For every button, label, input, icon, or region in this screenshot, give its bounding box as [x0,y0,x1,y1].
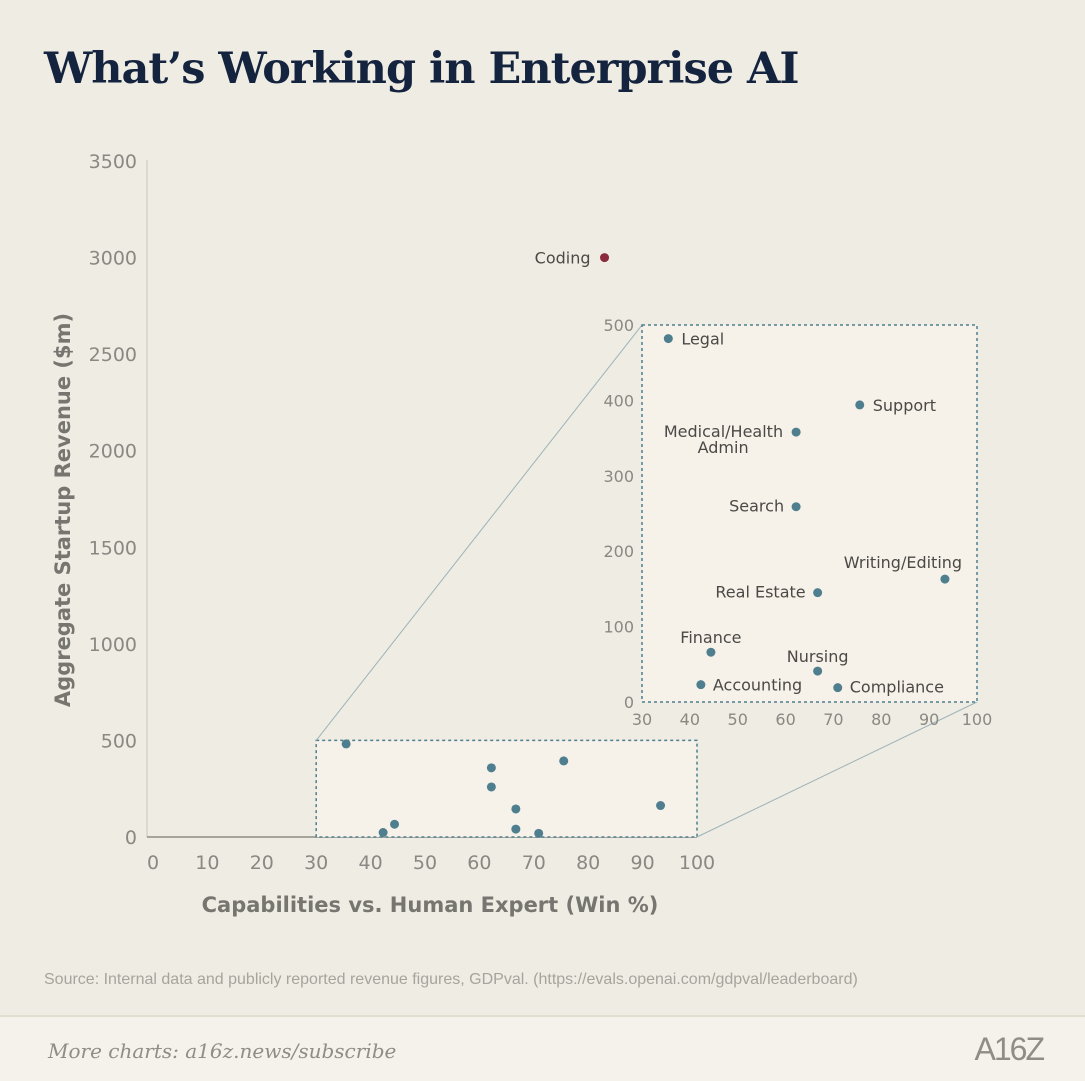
y-axis-label: Aggregate Startup Revenue ($m) [51,313,75,707]
point-label: Support [873,396,936,415]
data-point [534,828,544,838]
data-point [486,763,496,773]
connector-line [315,324,643,741]
data-point [511,824,521,834]
more-charts-link[interactable]: More charts: a16z.news/subscribe [48,1039,397,1063]
x-tick-label: 0 [147,852,159,874]
point-label: Medical/Health [664,422,783,441]
inset-y-tick-label: 300 [603,467,634,486]
x-tick-label: 60 [467,852,491,874]
inset-panel [641,324,978,703]
point-label: Nursing [787,647,849,666]
data-point [378,828,388,838]
data-point [656,801,666,811]
inset-x-tick-label: 50 [728,710,748,729]
inset-data-point [791,502,801,512]
y-tick-label: 3500 [89,151,137,173]
x-tick-label: 20 [250,852,274,874]
x-tick-label: 10 [195,852,219,874]
source-note: Source: Internal data and publicly repor… [44,971,858,988]
chart-title: What’s Working in Enterprise AI [44,44,800,94]
y-tick-label: 2500 [89,344,137,366]
inset-data-point [706,647,716,657]
point-label: Writing/Editing [844,553,962,572]
x-tick-label: 70 [522,852,546,874]
y-tick-label: 500 [101,730,137,752]
data-point [511,804,521,814]
inset-data-point [791,427,801,437]
connector-line [696,701,978,838]
inset-y-tick-label: 0 [624,693,634,712]
inset-y-tick-label: 400 [603,391,634,410]
data-point [486,782,496,792]
point-label: Admin [698,438,749,457]
y-tick-label: 0 [125,827,137,849]
inset-x-tick-label: 60 [775,710,795,729]
point-label: Legal [681,330,724,349]
point-label: Accounting [713,676,802,695]
inset-x-tick-label: 100 [962,710,993,729]
point-label: Coding [535,249,591,268]
inset-data-point [663,334,673,344]
point-label: Finance [680,628,741,647]
y-tick-label: 1000 [89,634,137,656]
data-point [559,756,569,766]
y-tick-label: 3000 [89,248,137,270]
point-label: Real Estate [715,583,805,602]
x-tick-label: 90 [631,852,655,874]
x-axis-label: Capabilities vs. Human Expert (Win %) [202,893,659,917]
x-tick-label: 40 [359,852,383,874]
inset-data-point [855,400,865,410]
point-label: Search [729,497,784,516]
inset-y-tick-label: 100 [603,618,634,637]
y-tick-label: 1500 [89,537,137,559]
data-point [600,253,610,263]
inset-data-point [940,574,950,584]
inset-x-tick-label: 40 [680,710,700,729]
inset-y-tick-label: 500 [603,316,634,335]
footer: More charts: a16z.news/subscribe A16Z [0,1015,1085,1081]
inset-data-point [813,666,823,676]
zoom-region [315,739,698,838]
inset-x-tick-label: 80 [871,710,891,729]
inset-x-tick-label: 90 [919,710,939,729]
inset-x-tick-label: 30 [632,710,652,729]
x-tick-label: 80 [576,852,600,874]
x-tick-label: 50 [413,852,437,874]
inset-y-tick-label: 200 [603,542,634,561]
x-tick-label: 100 [679,852,715,874]
inset-x-tick-label: 70 [823,710,843,729]
x-tick-label: 30 [304,852,328,874]
inset-data-point [833,683,843,693]
point-label: Compliance [850,678,944,697]
data-point [390,819,400,829]
data-point [341,739,351,749]
inset-data-point [696,680,706,690]
inset-data-point [813,588,823,598]
y-tick-label: 2000 [89,441,137,463]
a16z-logo: A16Z [974,1031,1045,1067]
